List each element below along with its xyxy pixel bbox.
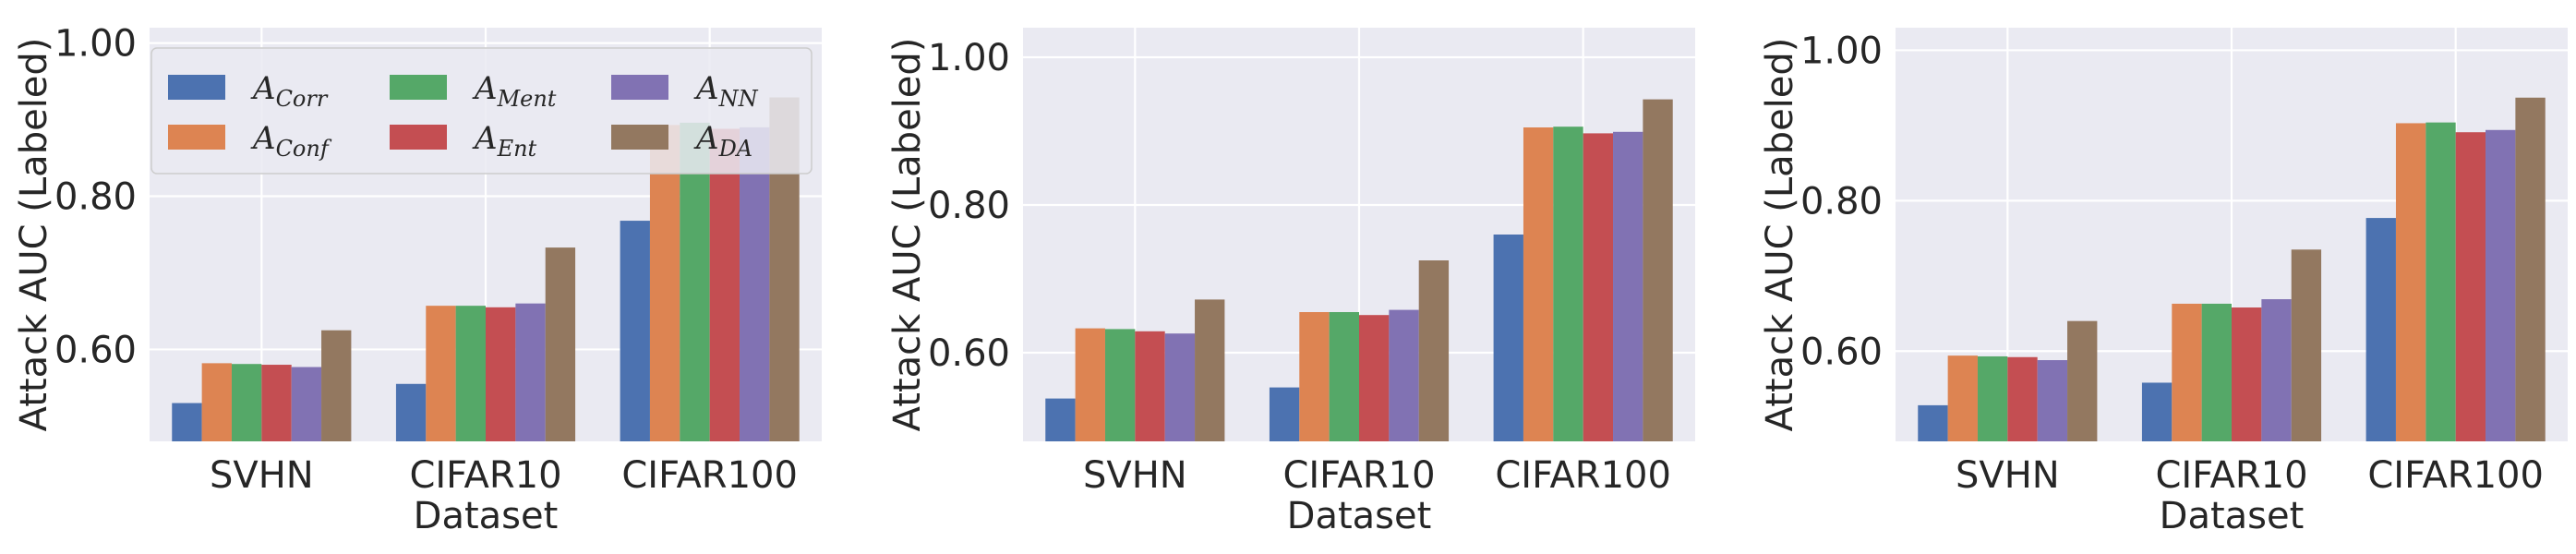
legend-label: ANN bbox=[693, 70, 759, 112]
legend-label: AConf bbox=[250, 120, 332, 162]
bar-a-nn-svhn bbox=[2037, 360, 2068, 441]
bar-a-ent-cifar10 bbox=[486, 307, 516, 441]
bar-a-ent-cifar100 bbox=[709, 128, 740, 441]
bar-a-conf-cifar10 bbox=[2172, 303, 2202, 441]
bar-a-da-svhn bbox=[2067, 320, 2098, 441]
y-axis-label: Attack AUC (Labeled) bbox=[1759, 38, 1801, 432]
bar-a-ment-cifar10 bbox=[1329, 312, 1359, 441]
bar-a-corr-svhn bbox=[1918, 404, 1948, 441]
legend-label: ADA bbox=[693, 120, 752, 162]
bar-a-corr-cifar10 bbox=[395, 383, 427, 441]
bar-a-ent-cifar100 bbox=[1583, 133, 1614, 441]
legend: ACorr AConf AMent AEnt ANN ADA bbox=[150, 47, 813, 175]
y-tick-label: 0.60 bbox=[1800, 331, 1883, 373]
bar-a-da-svhn bbox=[321, 330, 352, 441]
bar-a-ent-cifar10 bbox=[2232, 307, 2262, 441]
x-tick-label: CIFAR100 bbox=[2367, 454, 2544, 497]
bar-a-da-cifar100 bbox=[1643, 99, 1673, 441]
bar-a-ent-svhn bbox=[261, 365, 292, 441]
bar-a-ment-svhn bbox=[1977, 355, 2008, 441]
bar-a-corr-cifar100 bbox=[2365, 218, 2396, 441]
y-tick-label: 0.80 bbox=[1800, 180, 1883, 223]
bar-a-corr-cifar100 bbox=[1493, 235, 1523, 441]
x-axis-label: Dataset bbox=[2160, 495, 2305, 537]
legend-swatch bbox=[390, 125, 447, 150]
bar-a-nn-svhn bbox=[1164, 333, 1196, 441]
x-tick-label: CIFAR10 bbox=[1282, 454, 1435, 497]
chart-panel-2: 0.60 0.80 1.00 SVHN CIFAR10 CIFAR100 Dataset At… bbox=[886, 28, 1695, 537]
bar-a-ent-svhn bbox=[1135, 331, 1165, 441]
bar-a-conf-cifar10 bbox=[1299, 312, 1330, 441]
x-axis-label: Dataset bbox=[1287, 495, 1432, 537]
bar-a-ment-cifar100 bbox=[680, 122, 710, 441]
bar-a-ment-cifar100 bbox=[1553, 126, 1583, 441]
bar-a-ent-cifar10 bbox=[1359, 315, 1390, 441]
y-tick-label: 0.60 bbox=[54, 329, 137, 371]
bar-a-da-cifar10 bbox=[545, 247, 576, 441]
legend-label: ACorr bbox=[250, 70, 329, 112]
y-tick-label: 0.80 bbox=[54, 176, 137, 219]
bar-a-ent-svhn bbox=[2007, 356, 2038, 441]
bar-a-ment-cifar10 bbox=[2201, 303, 2232, 441]
bar-a-ment-cifar10 bbox=[455, 306, 486, 441]
bar-a-da-svhn bbox=[1195, 299, 1225, 441]
y-tick-label: 1.00 bbox=[928, 37, 1010, 79]
y-axis-label: Attack AUC (Labeled) bbox=[886, 38, 929, 432]
bar-a-corr-cifar100 bbox=[620, 221, 650, 441]
legend-swatch bbox=[611, 125, 668, 150]
bar-a-nn-cifar100 bbox=[740, 126, 770, 441]
legend-label: AEnt bbox=[472, 120, 537, 162]
bar-a-ment-cifar100 bbox=[2426, 122, 2456, 441]
bar-a-conf-cifar10 bbox=[426, 306, 456, 441]
x-tick-label: CIFAR10 bbox=[2155, 454, 2307, 497]
y-axis-label: Attack AUC (Labeled) bbox=[13, 38, 55, 432]
y-tick-label: 0.60 bbox=[928, 332, 1010, 375]
bar-a-conf-cifar100 bbox=[649, 125, 680, 441]
bar-a-conf-cifar100 bbox=[2395, 123, 2426, 441]
bar-a-ent-cifar100 bbox=[2455, 132, 2486, 442]
bar-a-nn-cifar10 bbox=[2261, 299, 2292, 441]
x-tick-label: CIFAR100 bbox=[621, 454, 798, 497]
y-tick-label: 1.00 bbox=[54, 23, 137, 66]
x-tick-label: CIFAR100 bbox=[1495, 454, 1671, 497]
bar-a-nn-cifar100 bbox=[1613, 131, 1643, 442]
x-tick-label: CIFAR10 bbox=[409, 454, 561, 497]
bar-a-conf-svhn bbox=[201, 363, 232, 441]
legend-label: AMent bbox=[472, 70, 557, 112]
x-tick-label: SVHN bbox=[210, 454, 314, 497]
legend-swatch bbox=[390, 75, 447, 100]
bar-a-da-cifar100 bbox=[2515, 97, 2546, 442]
bar-a-nn-cifar10 bbox=[1389, 309, 1419, 441]
x-axis-label: Dataset bbox=[414, 495, 559, 537]
bar-a-conf-svhn bbox=[1075, 328, 1105, 441]
bar-a-da-cifar10 bbox=[1418, 260, 1450, 441]
x-tick-label: SVHN bbox=[1956, 454, 2060, 497]
bar-a-corr-svhn bbox=[1045, 398, 1076, 441]
y-tick-label: 1.00 bbox=[1800, 30, 1883, 72]
bar-a-nn-cifar10 bbox=[515, 303, 546, 441]
bar-a-conf-svhn bbox=[1947, 355, 1978, 441]
legend-swatch bbox=[168, 125, 225, 150]
bar-a-conf-cifar100 bbox=[1523, 127, 1554, 441]
x-tick-label: SVHN bbox=[1083, 454, 1187, 497]
y-tick-label: 0.80 bbox=[928, 185, 1010, 227]
chart-panel-3: 0.60 0.80 1.00 SVHN CIFAR10 CIFAR100 Dataset At… bbox=[1759, 28, 2568, 537]
bar-a-da-cifar10 bbox=[2291, 249, 2322, 441]
bar-a-corr-svhn bbox=[172, 403, 202, 441]
bar-a-nn-svhn bbox=[291, 367, 322, 441]
bar-a-corr-cifar10 bbox=[1269, 387, 1300, 441]
legend-swatch bbox=[168, 75, 225, 100]
chart-panel-1: 0.60 0.80 1.00 SVHN CIFAR10 CIFAR100 Dataset At… bbox=[13, 23, 822, 537]
legend-swatch bbox=[611, 75, 668, 100]
bar-a-ment-svhn bbox=[231, 364, 262, 441]
bar-a-corr-cifar10 bbox=[2141, 382, 2173, 441]
bar-a-ment-svhn bbox=[1104, 329, 1136, 441]
bar-a-nn-cifar100 bbox=[2486, 129, 2516, 441]
